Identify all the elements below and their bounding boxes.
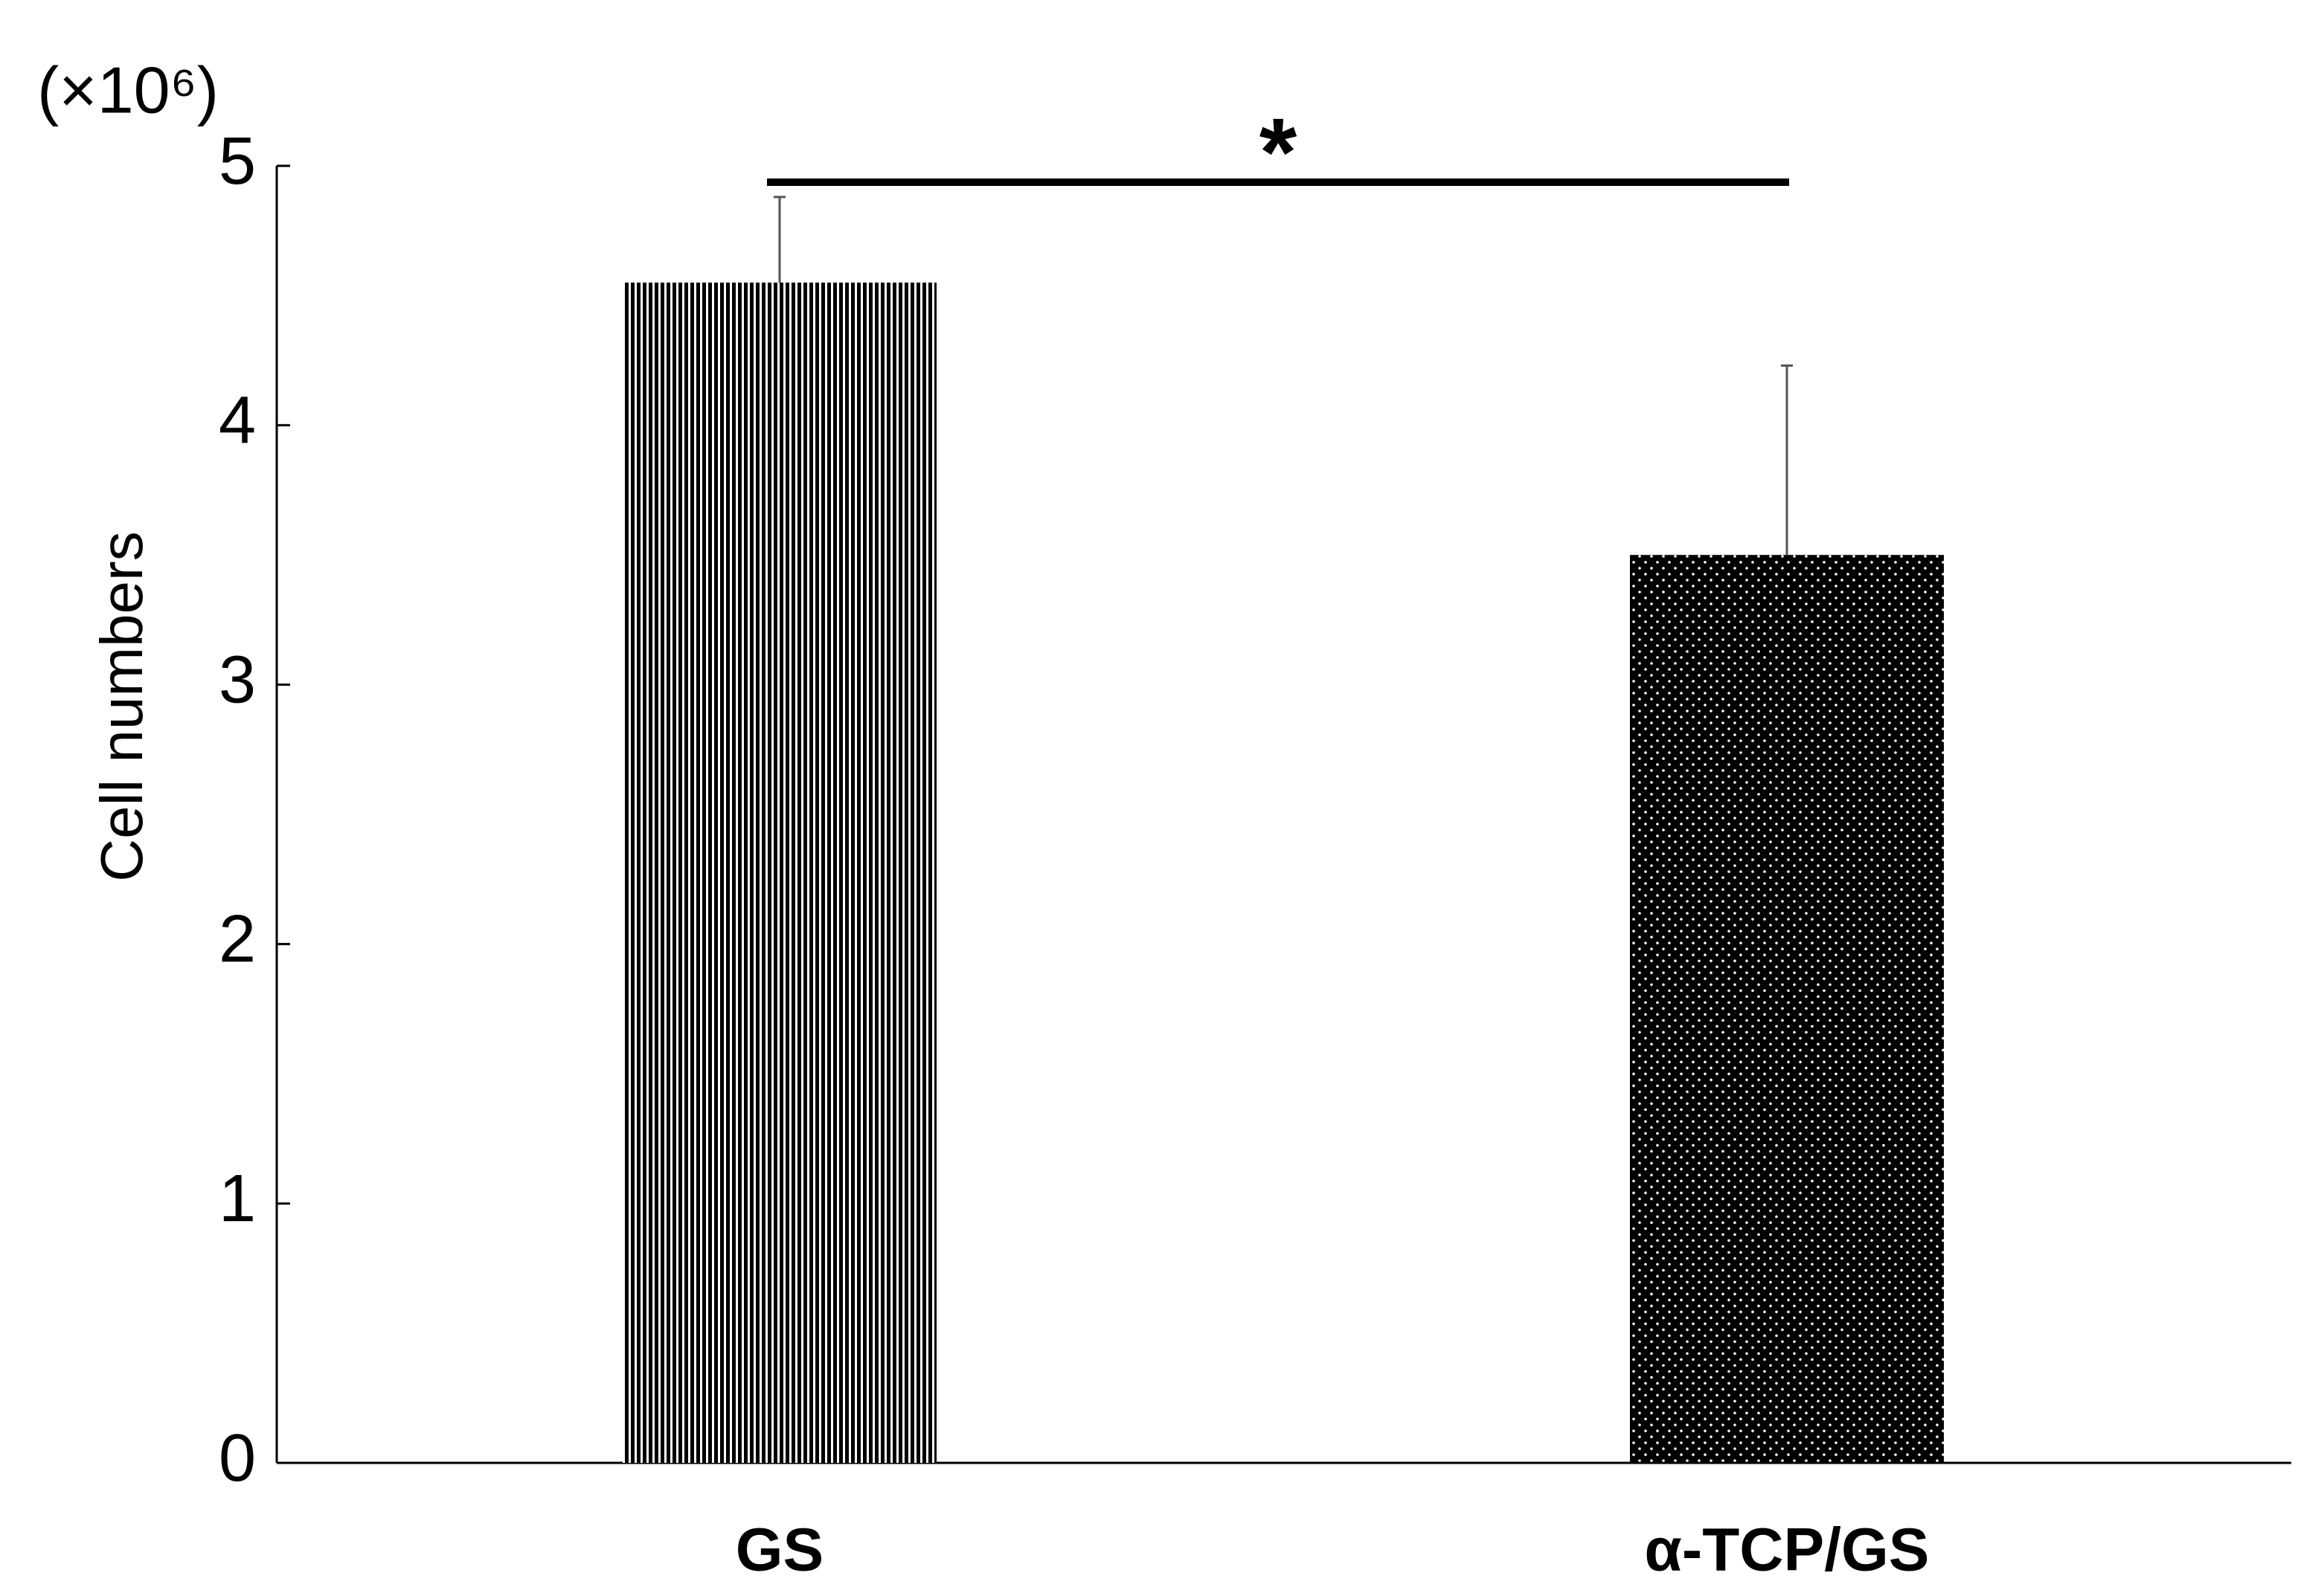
y-tick-label: 0 [219, 1421, 256, 1496]
y-tick-label: 5 [219, 124, 256, 199]
y-axis-label: Cell numbers [89, 531, 155, 881]
y-unit: (×10⁶) [37, 53, 219, 126]
y-tick-label: 4 [219, 384, 256, 458]
significance-label: * [1259, 97, 1297, 206]
x-tick-label: α-TCP/GS [1645, 1516, 1930, 1584]
y-tick-label: 1 [219, 1162, 256, 1236]
bar [1630, 555, 1944, 1464]
bar [623, 282, 937, 1464]
y-tick-label: 2 [219, 902, 256, 976]
y-tick-label: 3 [219, 643, 256, 717]
x-tick-label: GS [736, 1516, 824, 1584]
